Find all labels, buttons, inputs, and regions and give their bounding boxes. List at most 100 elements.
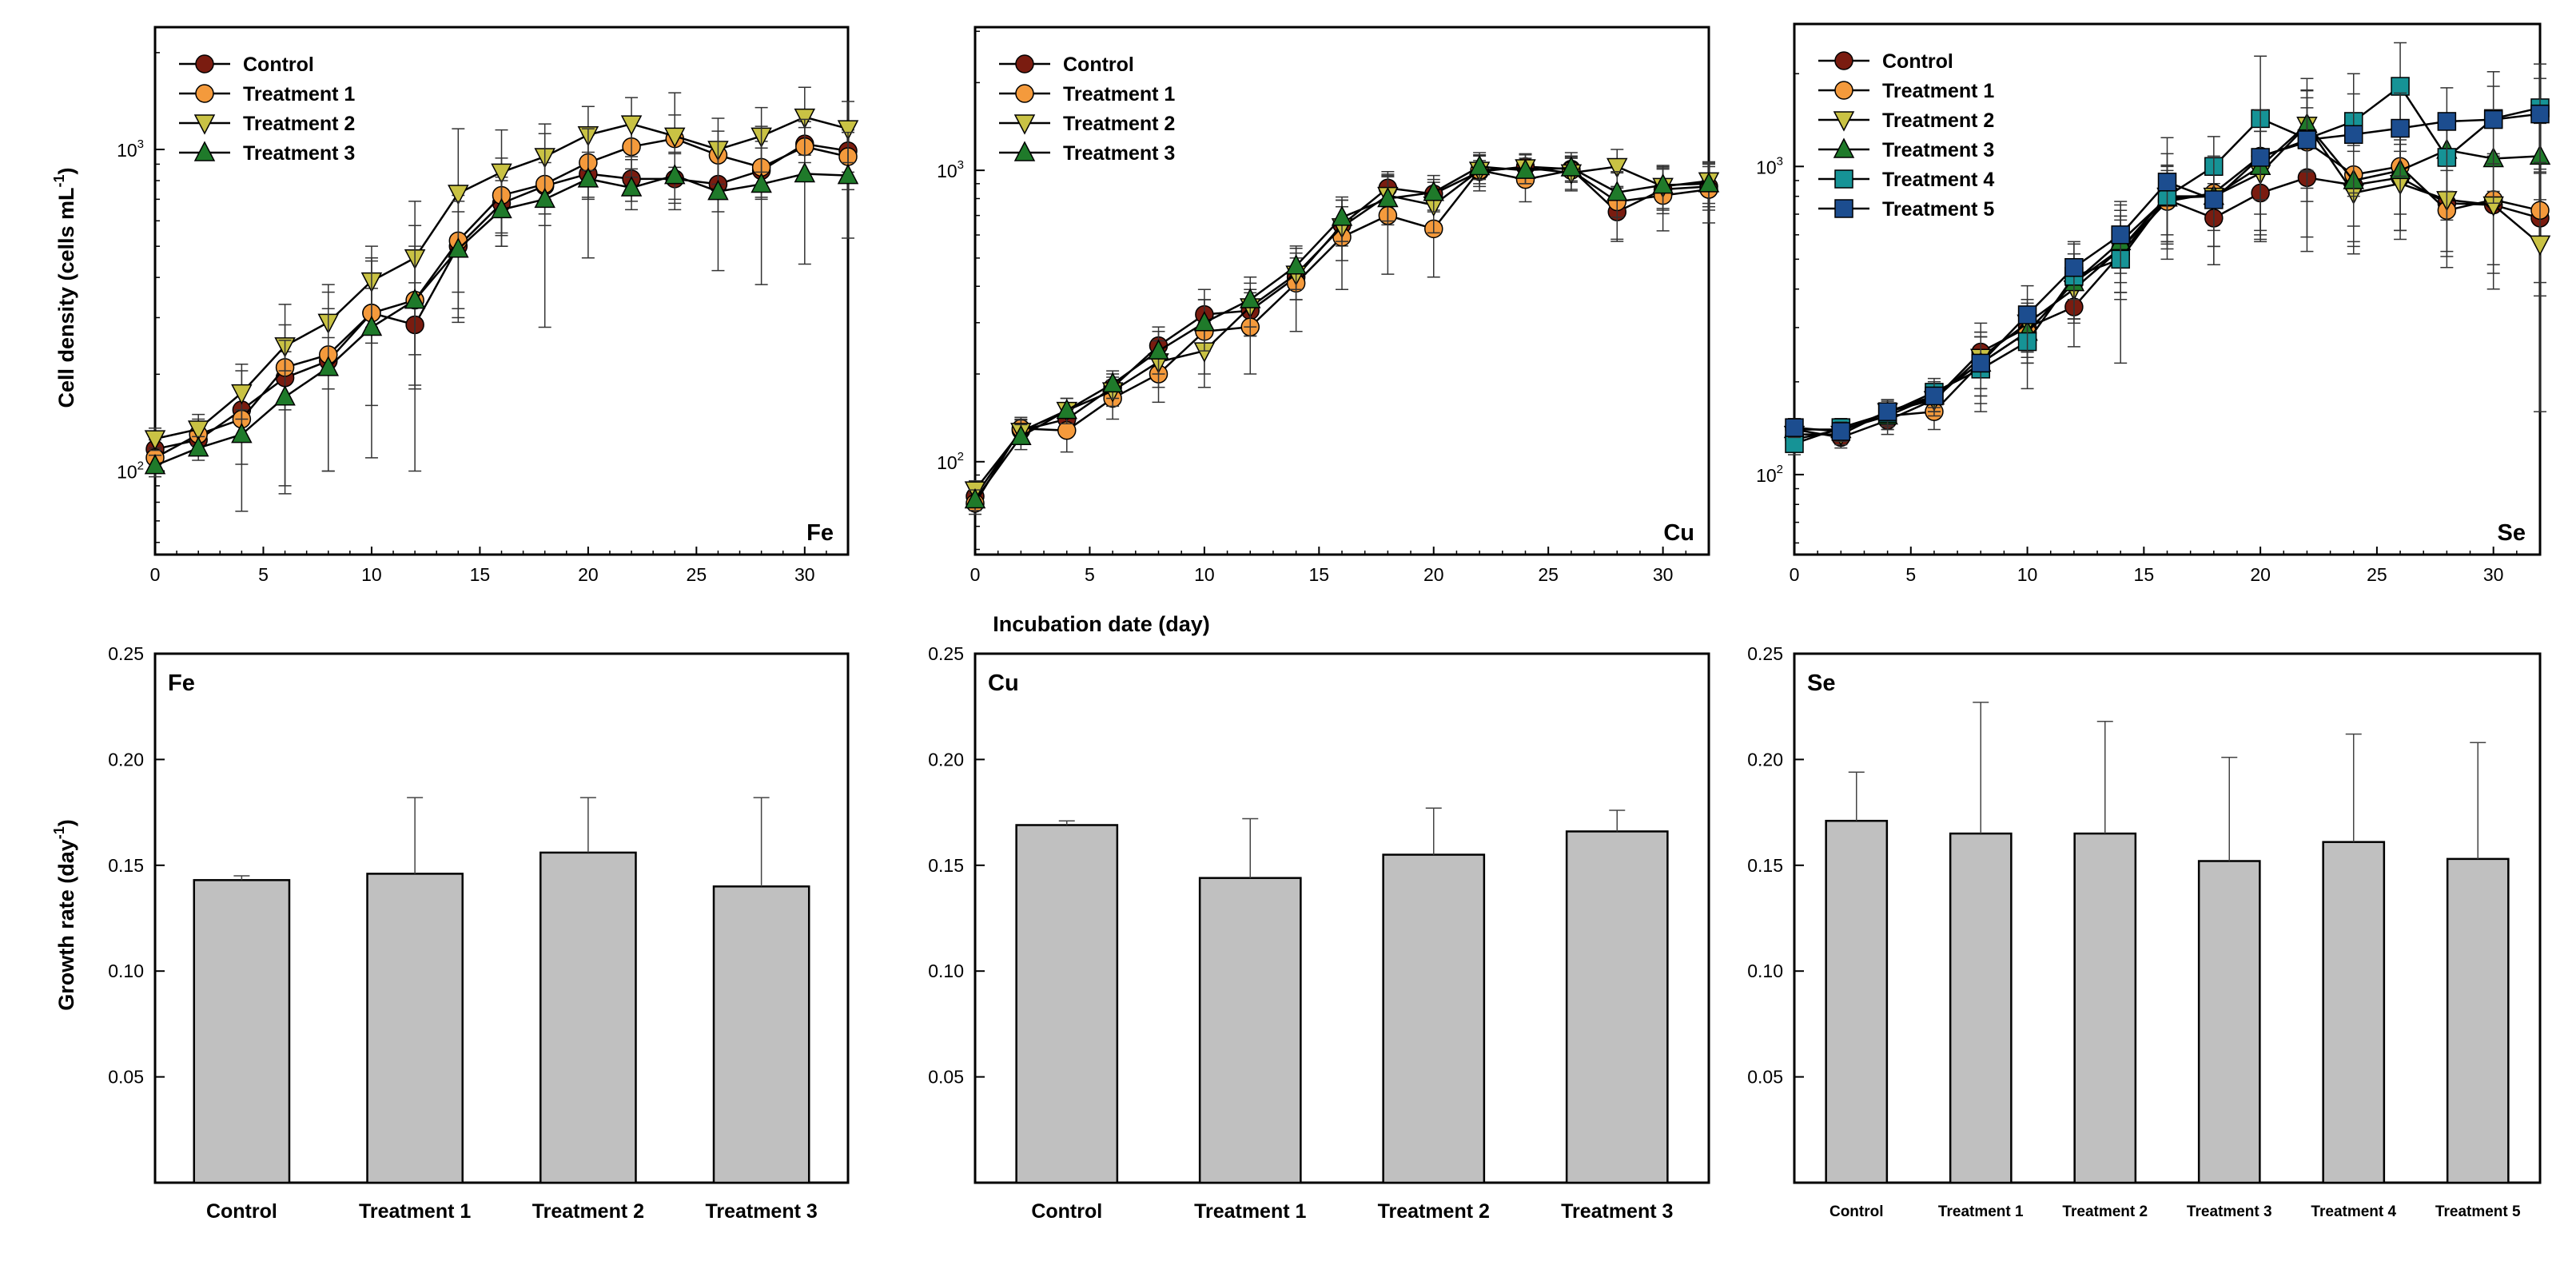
- growth-cu-y-tick-exponent: 3: [958, 158, 964, 172]
- growth-fe-panel-label: Fe: [806, 520, 834, 546]
- rate-fe-panel-label: Fe: [168, 670, 195, 696]
- rate-se-category-label: Treatment 3: [2187, 1203, 2272, 1220]
- rate-fe-bar-treatment-3: [712, 885, 810, 1184]
- rate-cu-bar-control: [1015, 824, 1119, 1184]
- growth-se-legend-marker-treatment-2: [1833, 111, 1855, 132]
- rate-cu-y-tick-label: 0.15: [928, 855, 964, 876]
- growth-cu-legend: Control Treatment 1 Treatment 2 Treatment 3: [999, 54, 1175, 165]
- growth-fe-point-treatment-3: [577, 167, 599, 188]
- growth-se-x-tick-label: 0: [1790, 564, 1800, 585]
- growth-cu-legend-label: Control: [1063, 54, 1134, 76]
- growth-fe-y-tick-exponent: 3: [137, 137, 144, 151]
- growth-fe-y-tick-base: 10: [117, 462, 137, 483]
- growth-se-point-treatment-5: [1925, 386, 1944, 406]
- growth-se-series-treatment-5: [1785, 78, 2550, 443]
- growth-se-point-treatment-5: [2344, 125, 2363, 145]
- rate-cu-y-tick-label: 0.25: [928, 643, 964, 664]
- growth-se-point-treatment-5: [1971, 353, 1990, 373]
- growth-se-y-tick-label: 103: [1756, 154, 1783, 177]
- rate-cu-category-label: Control: [1031, 1200, 1102, 1223]
- growth-fe-point-treatment-3: [491, 197, 512, 219]
- growth-fe-legend: Control Treatment 1 Treatment 2 Treatment 3: [179, 54, 355, 165]
- rate-fe-bar-treatment-2: [539, 851, 637, 1184]
- growth-cu-point-treatment-3: [1193, 311, 1216, 332]
- growth-fe-point-treatment-3: [620, 176, 643, 197]
- growth-cu-legend-label: Treatment 3: [1063, 142, 1175, 165]
- growth-fe-legend-label: Treatment 2: [243, 113, 355, 135]
- growth-cu-frame: [973, 26, 1710, 556]
- growth-fe-frame: [153, 26, 850, 556]
- rate-cu-bar-treatment-1: [1198, 877, 1302, 1184]
- growth-fe-legend-marker-treatment-2: [193, 114, 216, 135]
- growth-fe-x-tick-label: 20: [578, 564, 599, 585]
- growth-se-legend-label: Treatment 3: [1882, 139, 1994, 161]
- growth-fe-point-treatment-3: [448, 237, 469, 258]
- rate-se-bar-treatment-1: [1949, 832, 2013, 1184]
- growth-se-x-tick-label: 10: [2017, 564, 2038, 585]
- growth-se-y-tick-label: 102: [1756, 463, 1783, 486]
- growth-se-legend-marker-control: [1834, 51, 1853, 70]
- growth-se-frame: [1793, 22, 2542, 556]
- growth-cu-y-tick-base: 10: [937, 452, 958, 473]
- growth-se-legend-marker-treatment-1: [1834, 81, 1853, 100]
- rate-cu-y-tick-label: 0.10: [928, 961, 964, 981]
- growth-se-x-tick-label: 30: [2483, 564, 2504, 585]
- growth-cu-x-tick-label: 25: [1538, 564, 1559, 585]
- growth-se-legend-label: Treatment 2: [1882, 109, 1994, 132]
- growth-cu-point-treatment-3: [1698, 172, 1720, 193]
- growth-fe-point-treatment-2: [144, 430, 166, 451]
- growth-se-point-treatment-5: [1785, 418, 1804, 437]
- rate-fe-bar-control: [193, 879, 291, 1184]
- growth-cu-x-tick-label: 5: [1085, 564, 1095, 585]
- growth-se-legend-marker-treatment-4: [1834, 169, 1853, 189]
- rate-fe-category-label: Treatment 3: [705, 1200, 817, 1223]
- rate-cu-panel-label: Cu: [988, 670, 1019, 696]
- rate-se-frame: [1793, 652, 2542, 1184]
- rate-se-category-label: Treatment 1: [1938, 1203, 2024, 1220]
- growth-cu-point-treatment-3: [1423, 181, 1444, 201]
- growth-cu-legend-marker-treatment-2: [1013, 114, 1036, 135]
- rate-fe-bar-treatment-1: [366, 873, 464, 1184]
- rate-se-y-tick-label: 0.20: [1747, 749, 1783, 770]
- growth-cu-series-treatment-3: [964, 154, 1720, 511]
- growth-se-legend-label: Treatment 4: [1882, 169, 1994, 191]
- rate-cu-category-label: Treatment 3: [1561, 1200, 1673, 1223]
- rate-se-y-tick-label: 0.15: [1747, 855, 1783, 876]
- growth-se-point-treatment-5: [2530, 104, 2550, 124]
- rate-y-axis-title-text: Growth rate (day: [54, 839, 78, 1011]
- growth-fe-point-treatment-3: [144, 454, 166, 475]
- growth-se-y-tick-base: 10: [1756, 465, 1777, 486]
- growth-se-legend-label: Treatment 5: [1882, 198, 1994, 221]
- growth-x-axis-title: Incubation date (day): [993, 612, 1210, 636]
- rate-cu-bar-treatment-2: [1382, 853, 1486, 1184]
- growth-se-panel-label: Se: [2498, 520, 2526, 546]
- rate-cu-panel: 0.05 0.10 0.15 0.20 0.25 Control Treatment 1 Tr…: [928, 643, 1710, 1223]
- growth-se-point-treatment-5: [2483, 109, 2503, 129]
- growth-se-point-treatment-5: [2111, 225, 2130, 245]
- growth-fe-point-treatment-3: [360, 315, 383, 336]
- growth-y-axis-title-superscript: -1: [51, 174, 67, 187]
- growth-cu-legend-marker-treatment-1: [1015, 84, 1034, 103]
- growth-cu-x-tick-label: 20: [1423, 564, 1444, 585]
- rate-se-y-tick-label: 0.05: [1747, 1067, 1783, 1088]
- rate-se-bar-control: [1825, 819, 1889, 1184]
- rate-y-axis-title: Growth rate (day-1): [51, 819, 78, 1011]
- rate-fe-frame: [153, 652, 850, 1184]
- growth-se-point-treatment-4: [2391, 77, 2410, 96]
- growth-cu-point-treatment-3: [1560, 156, 1583, 177]
- rate-se-y-tick-label: 0.25: [1747, 643, 1783, 664]
- growth-cu-point-treatment-3: [1148, 339, 1169, 360]
- growth-cu-point-treatment-3: [1652, 173, 1674, 194]
- growth-se-x-tick-label: 25: [2367, 564, 2387, 585]
- growth-cu-y-tick-exponent: 2: [958, 450, 964, 463]
- growth-cu-point-treatment-2: [1607, 157, 1628, 179]
- rate-fe-y-tick-label: 0.10: [108, 961, 144, 981]
- growth-fe-legend-label: Control: [243, 54, 314, 76]
- rate-cu-y-tick-label: 0.05: [928, 1067, 964, 1088]
- growth-se-x-tick-label: 5: [1905, 564, 1916, 585]
- growth-se-x-tick-label: 15: [2134, 564, 2155, 585]
- growth-cu-y-tick-label: 103: [937, 158, 964, 181]
